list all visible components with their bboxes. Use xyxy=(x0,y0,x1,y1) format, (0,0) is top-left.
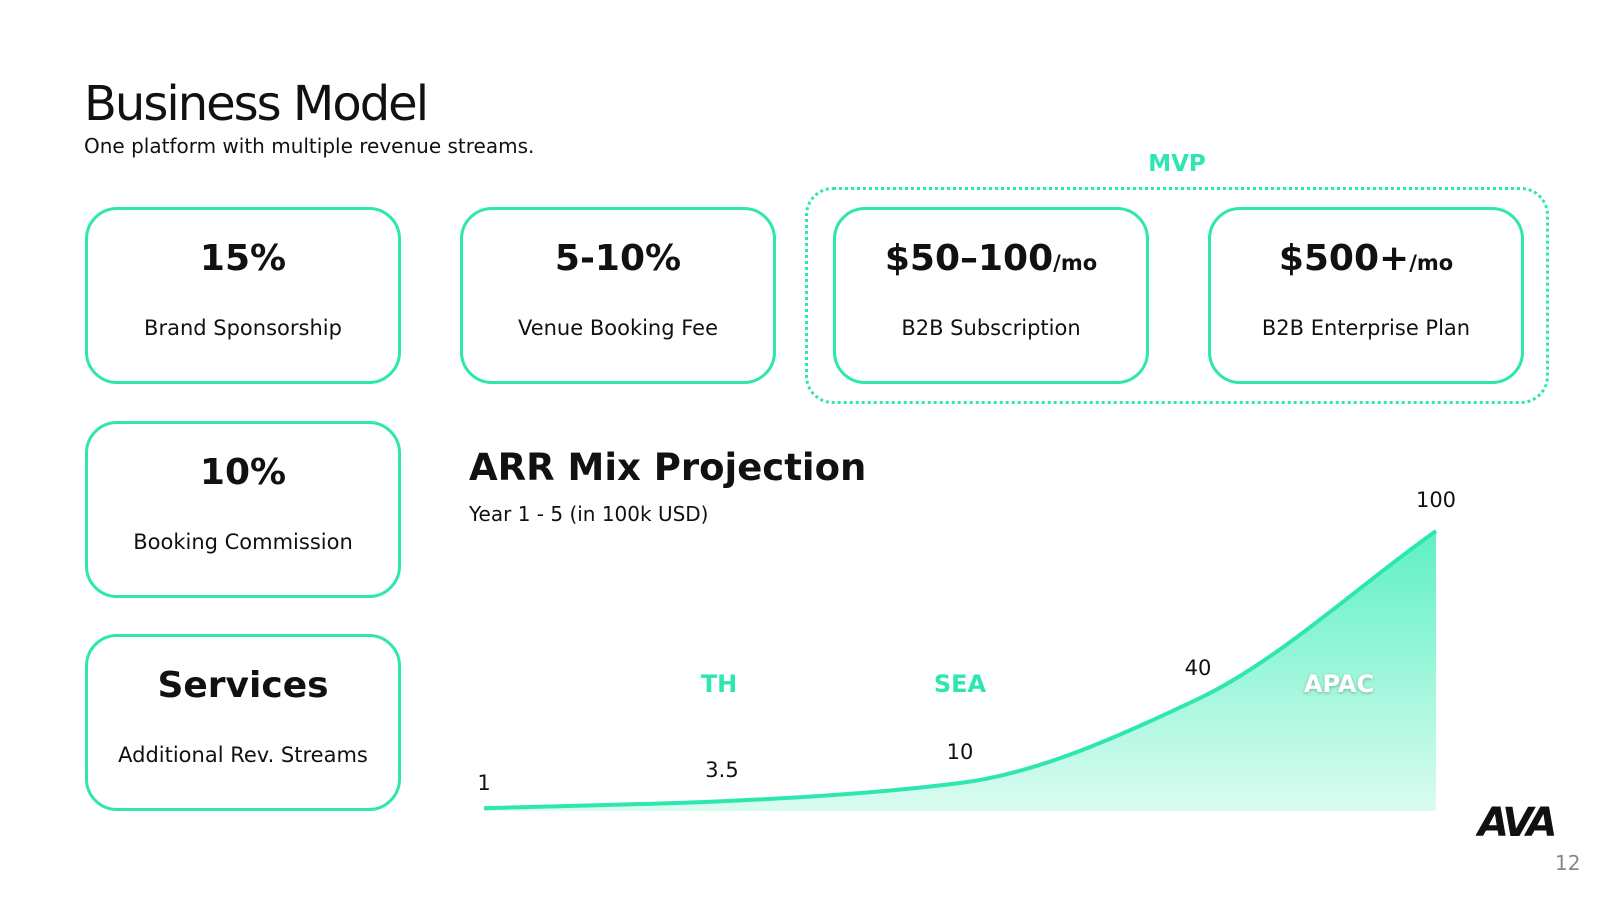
card-unit: /mo xyxy=(1409,251,1454,275)
mvp-box xyxy=(805,187,1549,404)
card-label: Brand Sponsorship xyxy=(144,316,342,340)
card-unit: /mo xyxy=(1053,251,1098,275)
card-value-text: 10% xyxy=(199,452,287,493)
card-value: $500+/mo xyxy=(1211,238,1521,279)
value-label: 40 xyxy=(1185,656,1212,680)
card-label: Additional Rev. Streams xyxy=(118,743,368,767)
region-label: SEA xyxy=(934,670,987,698)
card-label: Venue Booking Fee xyxy=(517,316,719,340)
card-value: 10% xyxy=(88,452,398,493)
area xyxy=(484,531,1436,811)
region-label: TH xyxy=(701,670,737,698)
line xyxy=(483,529,1438,811)
title: Business Model xyxy=(84,76,429,132)
card: Services Additional Rev. Streams xyxy=(85,634,401,811)
subtitle: One platform with multiple revenue strea… xyxy=(84,134,535,158)
card: 15% Brand Sponsorship xyxy=(85,207,401,384)
card: $500+/mo B2B Enterprise Plan xyxy=(1208,207,1524,384)
card-value: 15% xyxy=(88,238,398,279)
card: $50–100/mo B2B Subscription xyxy=(833,207,1149,384)
value-label: 10 xyxy=(947,740,974,764)
card-value-text: $500+ xyxy=(1278,238,1410,279)
card-value-text: Services xyxy=(157,665,329,706)
chart-subtitle: Year 1 - 5 (in 100k USD) xyxy=(469,502,709,526)
card-label: B2B Subscription xyxy=(901,316,1081,340)
card-value: Services xyxy=(88,665,398,706)
chart-title: ARR Mix Projection xyxy=(469,446,867,489)
logo: AVA xyxy=(1478,800,1557,846)
card: 5-10% Venue Booking Fee xyxy=(460,207,776,384)
value-label: 1 xyxy=(477,771,490,795)
value-label: 3.5 xyxy=(705,758,738,782)
card-label: B2B Enterprise Plan xyxy=(1261,316,1471,340)
card-value-text: $50–100 xyxy=(884,238,1054,279)
card-value: $50–100/mo xyxy=(836,238,1146,279)
value-label: 100 xyxy=(1416,488,1456,512)
card-value: 5-10% xyxy=(463,238,773,279)
card: 10% Booking Commission xyxy=(85,421,401,598)
card-value-text: 15% xyxy=(199,238,287,279)
region-label: APAC xyxy=(1304,670,1374,698)
card-label: Booking Commission xyxy=(133,530,353,554)
card-value-text: 5-10% xyxy=(554,238,682,279)
page-number: 12 xyxy=(1555,851,1581,875)
mvp-label: MVP xyxy=(1148,151,1206,177)
